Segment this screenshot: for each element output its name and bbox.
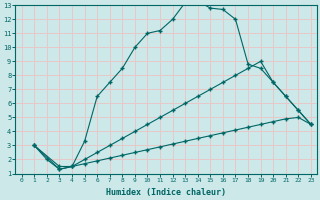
X-axis label: Humidex (Indice chaleur): Humidex (Indice chaleur): [106, 188, 226, 197]
